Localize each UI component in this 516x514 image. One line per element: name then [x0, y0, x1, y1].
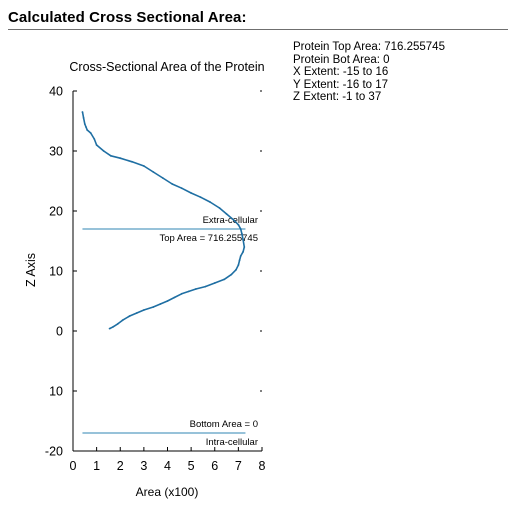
area-profile-point — [199, 196, 202, 199]
area-profile-point — [239, 228, 242, 230]
area-profile-point — [116, 322, 119, 325]
y-tick-label: 40 — [49, 85, 63, 99]
area-profile-point — [180, 187, 183, 190]
area-profile-point — [213, 282, 216, 284]
area-profile-point — [128, 315, 131, 317]
area-profile-point — [152, 306, 155, 308]
area-profile-point — [204, 285, 207, 288]
area-profile-point — [239, 255, 242, 257]
area-profile-point — [81, 111, 84, 113]
x-tick-label: 6 — [211, 459, 218, 473]
bottom-membrane-label-below: Intra-cellular — [206, 437, 258, 448]
area-profile-point — [209, 201, 211, 203]
top-membrane-label-above: Extra-cellular — [203, 215, 258, 226]
area-profile-point — [237, 223, 240, 226]
area-profile-point — [180, 292, 183, 295]
y-tick-label: 20 — [49, 205, 63, 219]
x-axis-label: Area (x100) — [136, 485, 199, 499]
area-profile-point — [171, 183, 174, 185]
area-profile-point — [109, 154, 112, 157]
area-profile-point — [230, 273, 233, 276]
stat-y-extent: Y Extent: -16 to 17 — [293, 78, 389, 91]
area-profile-point — [235, 268, 237, 271]
area-profile-point — [173, 296, 176, 299]
area-profile-point — [95, 144, 98, 146]
series-group — [81, 111, 246, 330]
area-profile-point — [112, 325, 115, 328]
y-tick-label: -20 — [45, 445, 63, 459]
area-profile-point — [238, 259, 241, 262]
area-profile-point — [187, 290, 190, 293]
area-profile-point — [190, 192, 193, 194]
area-profile-point — [194, 288, 197, 290]
section-heading: Calculated Cross Sectional Area: — [8, 9, 247, 26]
area-profile-point — [121, 319, 124, 322]
area-profile-point — [108, 327, 111, 330]
area-profile-point — [142, 309, 145, 311]
heading-divider — [8, 29, 508, 30]
area-profile-point — [142, 165, 145, 167]
x-tick-label: 5 — [188, 459, 195, 473]
stat-z-extent: Z Extent: -1 to 37 — [293, 91, 382, 103]
area-profile-point — [83, 123, 86, 125]
y-tick-label: 10 — [49, 265, 63, 279]
x-tick-label: 1 — [93, 459, 100, 473]
membrane-annotations: Extra-cellular Top Area = 716.255745 Botto… — [82, 215, 258, 448]
area-profile-point — [242, 238, 245, 241]
y-axis-label: Z Axis — [24, 253, 38, 287]
area-profile-point — [161, 177, 164, 179]
area-profile-point — [102, 150, 105, 152]
stat-top-area: Protein Top Area: 716.255745 — [293, 41, 445, 53]
area-profile-point — [152, 171, 155, 173]
area-profile-point — [225, 213, 228, 215]
area-profile-point — [131, 160, 133, 163]
bottom-membrane-label-above: Bottom Area = 0 — [190, 419, 258, 430]
x-tick-label: 3 — [140, 459, 147, 473]
x-tick-label: 8 — [259, 459, 266, 473]
stat-x-extent: X Extent: -15 to 16 — [293, 66, 389, 78]
x-tick-label: 2 — [117, 459, 124, 473]
area-profile-point — [223, 278, 226, 281]
area-profile-point — [85, 126, 87, 128]
area-profile-point — [166, 300, 169, 302]
top-membrane-label-below: Top Area = 716.255745 — [159, 233, 258, 244]
stat-bottom-area: Protein Bot Area: 0 — [293, 53, 390, 66]
x-tick-label: 7 — [235, 459, 242, 473]
area-profile-point — [243, 246, 246, 248]
area-profile-point — [135, 312, 138, 314]
area-profile-point — [86, 129, 89, 131]
area-profile-point — [232, 219, 235, 221]
chart-title: Cross-Sectional Area of the Protein — [69, 60, 264, 74]
x-tick-label: 4 — [164, 459, 171, 473]
x-tick-label: 0 — [70, 459, 77, 473]
y-tick-label: 0 — [56, 325, 63, 339]
area-profile-point — [119, 157, 122, 160]
y-tick-label: 30 — [49, 145, 63, 159]
area-profile-point — [237, 264, 240, 266]
area-profile-point — [89, 132, 92, 134]
area-profile-point — [82, 117, 85, 119]
area-profile-point — [218, 207, 221, 209]
area-profile-point — [93, 138, 96, 140]
area-profile-point — [159, 303, 162, 305]
axes: 40 30 20 10 0 10 -20 0 1 2 3 4 5 6 7 8 — [45, 85, 266, 474]
y-tick-label: 10 — [49, 385, 63, 399]
area-profile-point — [242, 250, 245, 253]
protein-stats-panel: Protein Top Area: 716.255745 Protein Bot… — [293, 41, 445, 104]
area-profile-point — [241, 232, 243, 235]
